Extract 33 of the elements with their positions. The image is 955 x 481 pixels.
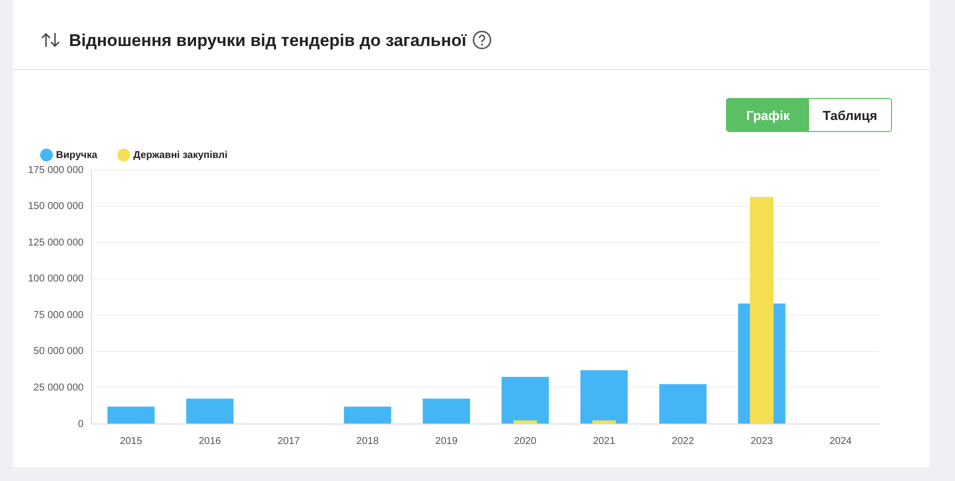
y-tick-label: 125 000 000 xyxy=(28,237,84,248)
bar xyxy=(592,420,616,424)
y-tick-label: 175 000 000 xyxy=(28,164,84,176)
bar xyxy=(580,370,628,424)
y-tick-label: 0 xyxy=(78,418,84,430)
x-tick-label: 2019 xyxy=(435,436,458,447)
bar xyxy=(502,376,549,424)
bar xyxy=(107,406,155,424)
bar xyxy=(750,196,774,424)
x-tick-label: 2022 xyxy=(672,436,694,447)
text: Таблиця xyxy=(809,99,891,131)
x-tick-label: 2017 xyxy=(278,436,300,447)
x-tick-label: 2016 xyxy=(198,436,222,447)
x-tick-label: 2024 xyxy=(829,436,852,447)
bar xyxy=(186,398,234,424)
x-tick-label: 2015 xyxy=(120,436,143,447)
y-tick-label: 75 000 000 xyxy=(34,310,84,321)
x-tick-label: 2018 xyxy=(356,436,380,447)
legend-label: Державні закупівлі xyxy=(133,150,228,161)
bar xyxy=(422,398,470,424)
bar xyxy=(344,406,392,424)
y-tick-label: 50 000 000 xyxy=(34,346,84,358)
y-tick-label: 100 000 000 xyxy=(28,274,84,285)
y-tick-label: 150 000 000 xyxy=(28,201,84,212)
x-tick-label: 2021 xyxy=(592,436,616,447)
legend-label: Виручка xyxy=(56,150,98,161)
x-tick-label: 2023 xyxy=(750,436,774,447)
text: Графік xyxy=(727,99,809,131)
y-tick-label: 25 000 000 xyxy=(34,382,84,394)
bar xyxy=(659,384,707,424)
x-tick-label: 2020 xyxy=(514,436,537,447)
chart-title: Відношення виручки від тендерів до загальної xyxy=(69,31,466,51)
bar xyxy=(513,420,538,424)
